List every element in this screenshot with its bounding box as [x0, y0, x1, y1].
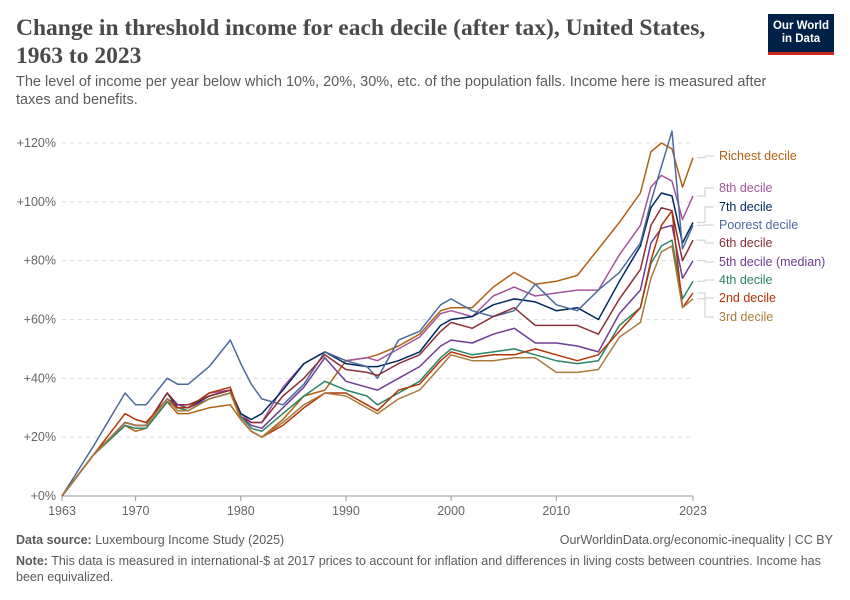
series-label: Poorest decile	[719, 218, 798, 232]
series-label: 7th decile	[719, 200, 773, 214]
series-line	[61, 209, 694, 497]
label-connector	[697, 155, 714, 159]
note: Note: This data is measured in internati…	[16, 553, 831, 585]
owid-logo[interactable]: Our World in Data	[768, 14, 834, 55]
y-tick-label: +60%	[24, 313, 56, 327]
chart-subtitle: The level of income per year below which…	[16, 74, 767, 108]
label-connector	[697, 292, 714, 299]
series-label: Richest decile	[719, 149, 797, 163]
logo-line1: Our World	[772, 20, 829, 32]
label-connector	[697, 187, 714, 197]
label-connector	[697, 239, 714, 244]
series-label: 8th decile	[719, 181, 773, 195]
line-chart: +0% +20% +40% +60% +80% +100% +120% 1963 1970 198…	[17, 130, 825, 518]
series-label: 2nd decile	[719, 291, 776, 305]
label-connector	[697, 206, 714, 223]
series-line	[61, 174, 694, 497]
x-tick-label: 2010	[542, 504, 570, 518]
series-line	[61, 192, 694, 497]
y-tick-label: +120%	[17, 136, 56, 150]
source-label: Data source:	[16, 533, 92, 547]
data-source: Data source: Luxembourg Income Study (20…	[16, 533, 284, 547]
series-line	[61, 224, 694, 497]
x-tick-label: 1990	[332, 504, 360, 518]
chart-title: Change in threshold income for each deci…	[16, 15, 706, 69]
y-tick-label: +0%	[31, 489, 56, 503]
label-connector	[697, 279, 714, 282]
y-tick-label: +80%	[24, 254, 56, 268]
y-tick-label: +40%	[24, 371, 56, 385]
x-tick-label: 1980	[227, 504, 255, 518]
note-label: Note:	[16, 554, 48, 568]
y-tick-label: +20%	[24, 430, 56, 444]
series-line	[61, 142, 694, 497]
y-tick-label: +100%	[17, 195, 56, 209]
series-label: 6th decile	[719, 236, 773, 250]
series-label: 4th decile	[719, 273, 773, 287]
label-connector	[697, 260, 714, 263]
series-line	[61, 130, 694, 497]
logo-line2: in Data	[781, 33, 821, 45]
series-label: 3rd decile	[719, 310, 773, 324]
x-tick-label: 2000	[437, 504, 465, 518]
x-tick-label: 1970	[122, 504, 150, 518]
source-text: Luxembourg Income Study (2025)	[95, 533, 285, 547]
source-url[interactable]: OurWorldinData.org/economic-inequality |…	[559, 533, 833, 547]
series-line	[61, 239, 694, 497]
note-text: This data is measured in international-$…	[16, 554, 821, 584]
x-tick-label: 2023	[679, 504, 707, 518]
label-connector	[697, 298, 714, 318]
x-tick-label: 1963	[48, 504, 76, 518]
series-line	[61, 245, 694, 497]
series-label: 5th decile (median)	[719, 255, 825, 269]
